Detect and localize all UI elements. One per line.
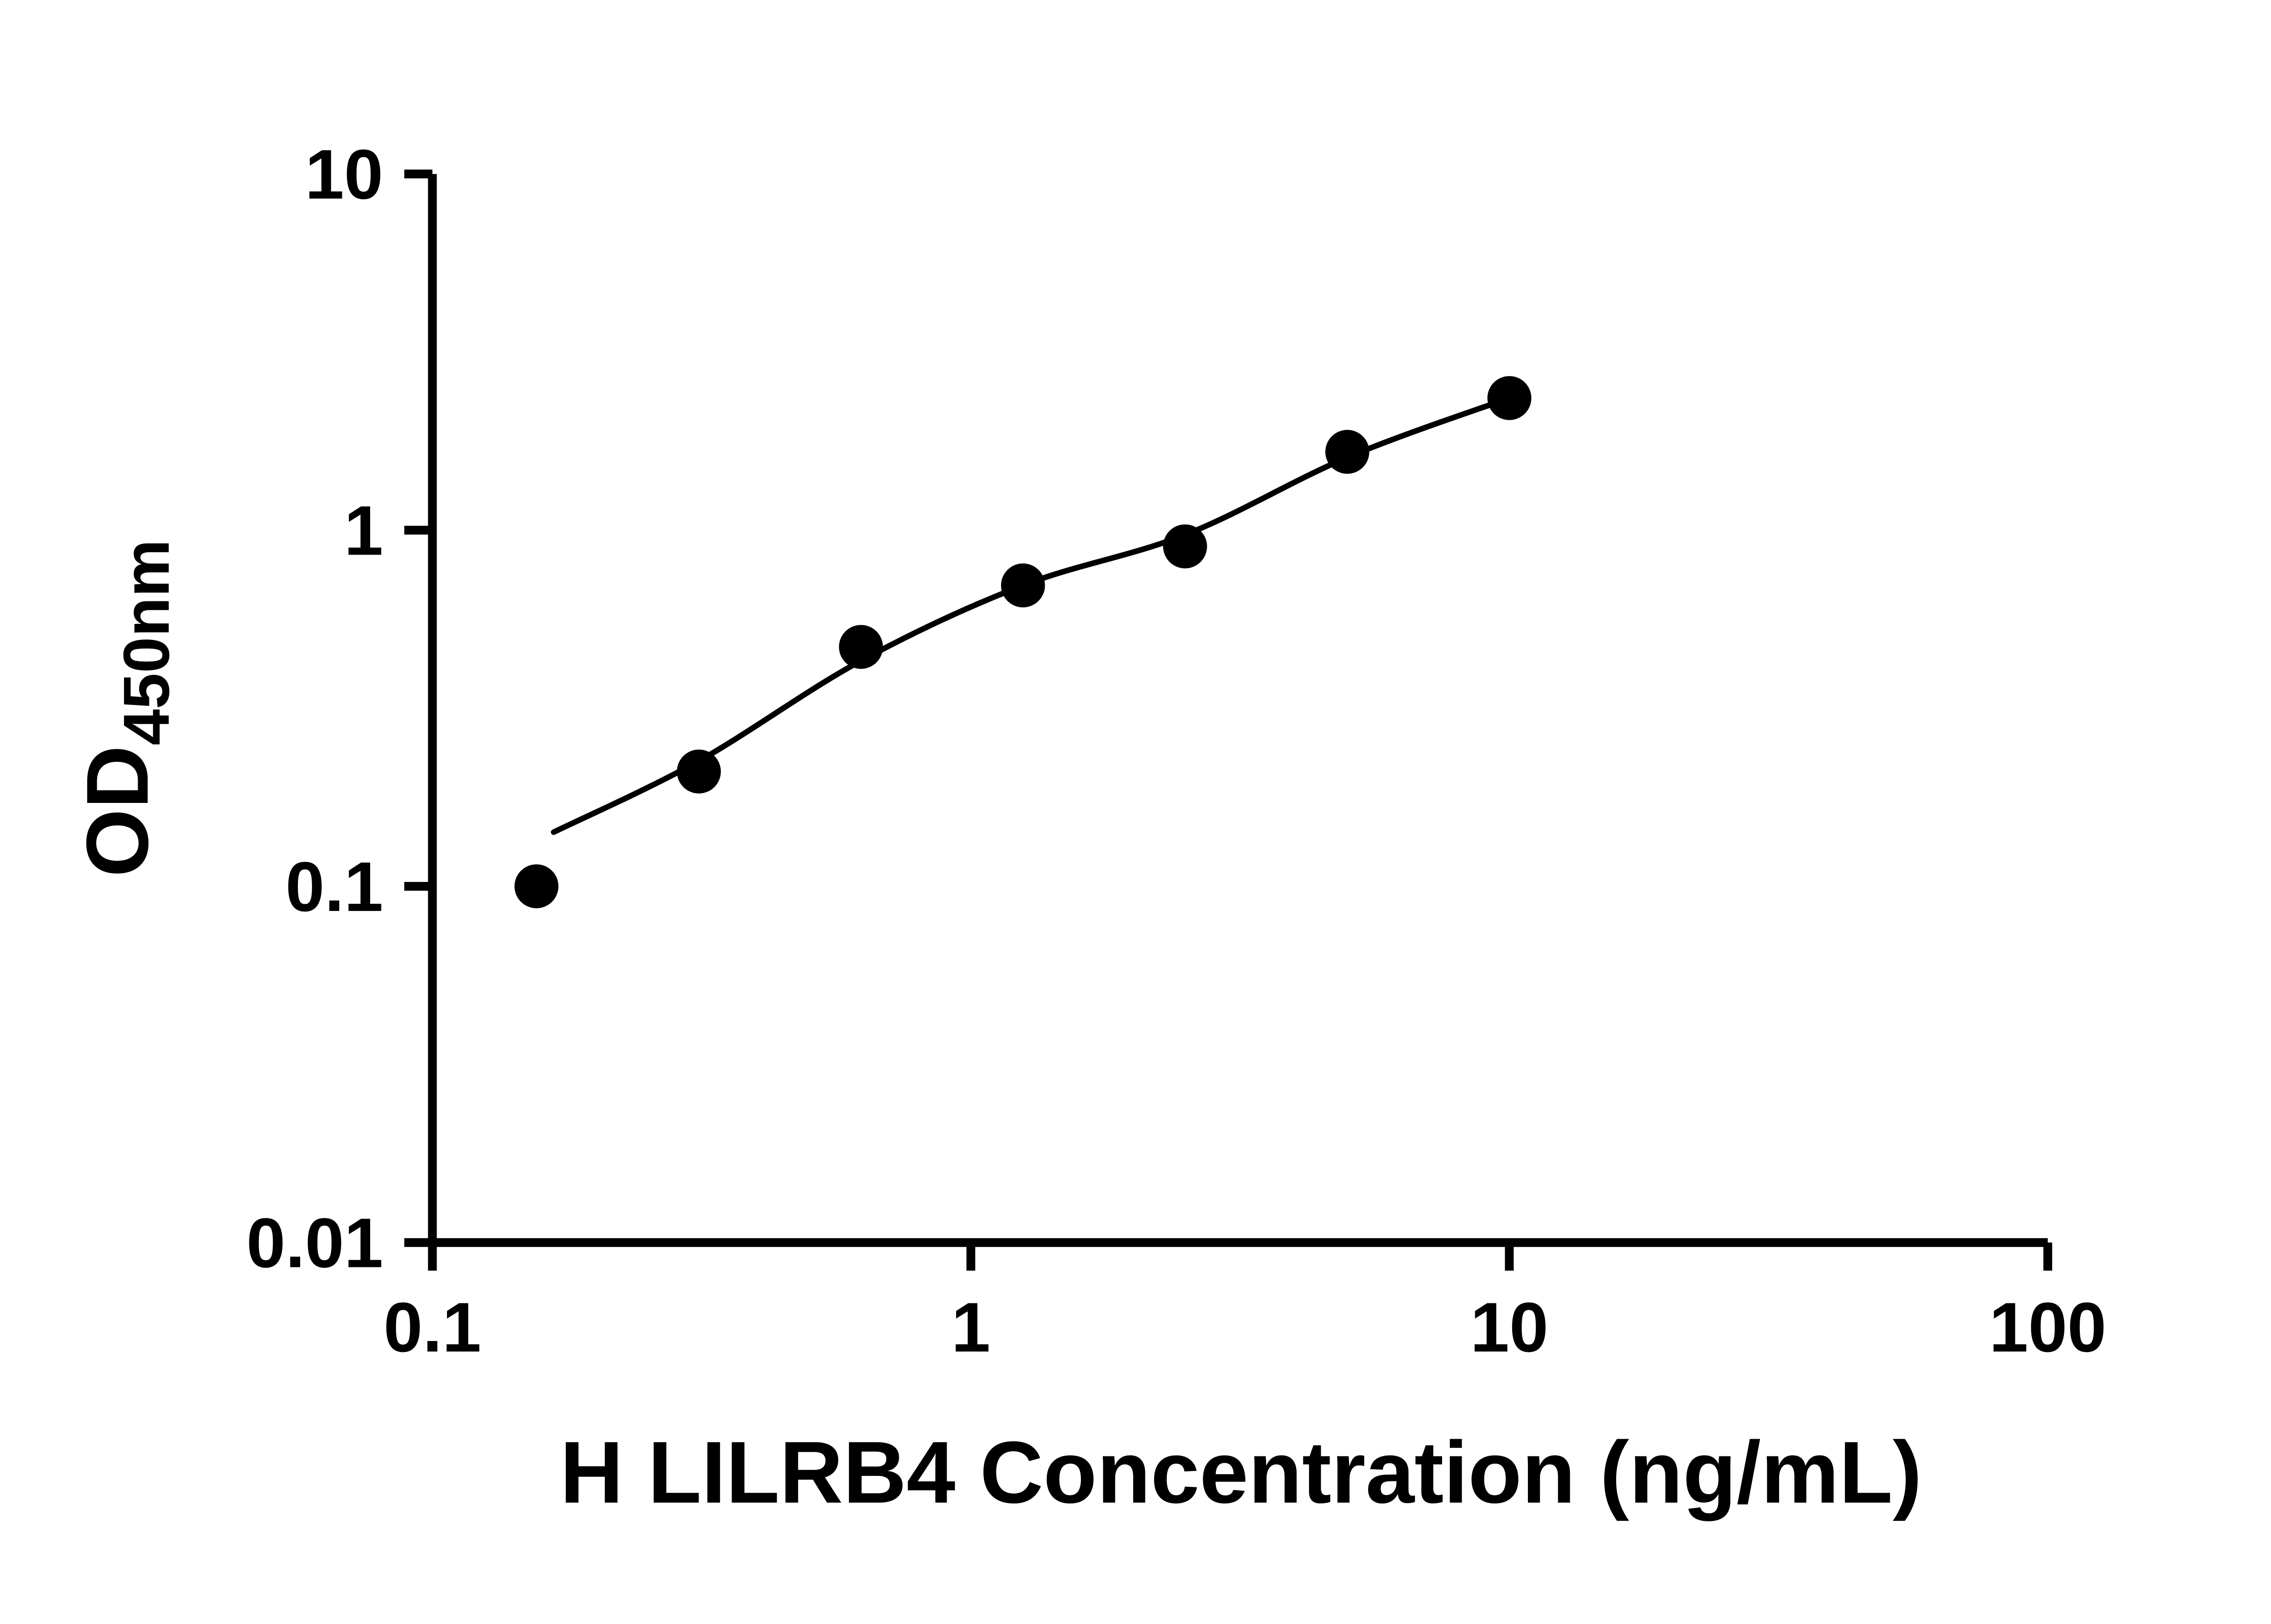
y-axis-title: OD450nm bbox=[69, 540, 183, 877]
x-axis-title: H LILRB4 Concentration (ng/mL) bbox=[560, 1424, 1922, 1522]
data-point bbox=[1163, 524, 1207, 569]
y-tick-label: 0.1 bbox=[285, 847, 383, 926]
x-tick-label: 0.1 bbox=[383, 1288, 481, 1367]
x-tick-label: 1 bbox=[951, 1288, 990, 1367]
data-point bbox=[677, 749, 721, 794]
x-tick-label: 100 bbox=[1989, 1288, 2106, 1367]
y-tick-label: 10 bbox=[305, 135, 383, 213]
data-points bbox=[514, 376, 1532, 909]
y-axis-title-sub: 450nm bbox=[110, 540, 183, 746]
y-axis-title-main: OD bbox=[69, 745, 167, 877]
x-tick-label: 10 bbox=[1470, 1288, 1548, 1367]
data-point bbox=[1325, 430, 1369, 474]
data-point bbox=[514, 864, 559, 909]
data-point bbox=[1487, 376, 1532, 420]
y-tick-label: 1 bbox=[344, 491, 383, 570]
tick-marks bbox=[404, 169, 2053, 1271]
axes bbox=[428, 174, 2048, 1247]
axis-lines bbox=[428, 174, 2048, 1247]
data-point bbox=[839, 625, 883, 669]
data-point bbox=[1001, 563, 1045, 608]
y-tick-label: 0.01 bbox=[246, 1203, 383, 1282]
